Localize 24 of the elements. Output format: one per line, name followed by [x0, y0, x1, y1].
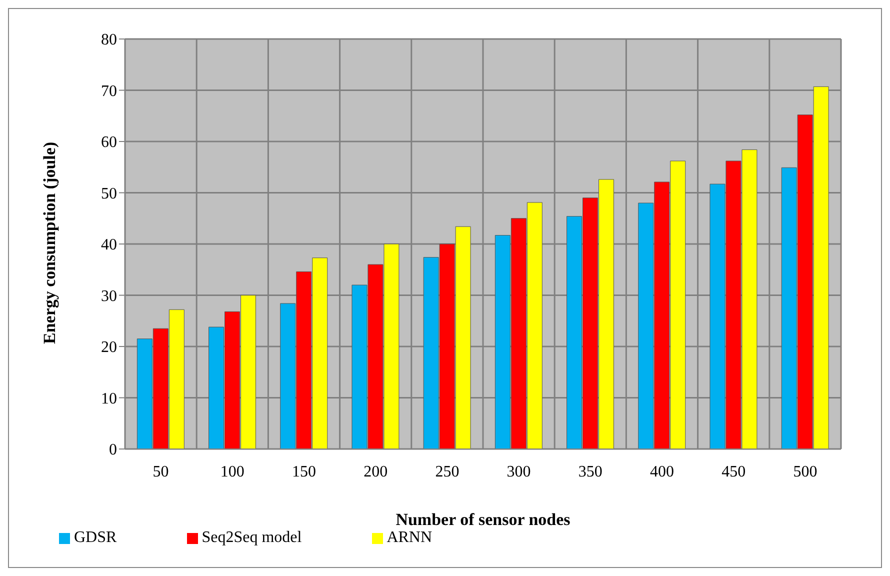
x-tick-label: 500 [793, 463, 818, 480]
x-tick-label: 100 [220, 463, 244, 480]
legend-label: ARNN [386, 529, 432, 546]
x-tick-label: 400 [650, 463, 674, 480]
y-tick-label: 30 [101, 288, 117, 305]
x-axis-title: Number of sensor nodes [396, 510, 571, 529]
y-tick-label: 50 [101, 185, 117, 202]
y-tick-label: 60 [101, 134, 117, 152]
y-tick-label: 0 [109, 442, 117, 459]
y-axis-title: Energy consumption (joule) [40, 142, 60, 344]
y-tick-label: 20 [101, 339, 117, 356]
x-tick-label: 450 [722, 463, 746, 480]
x-tick-label: 200 [364, 463, 388, 480]
x-tick-label: 50 [152, 463, 169, 480]
x-tick-label: 350 [578, 463, 602, 480]
legend-label: GDSR [74, 529, 117, 546]
legend-label: Seq2Seq model [202, 529, 302, 546]
x-tick-label: 250 [435, 463, 460, 480]
x-tick-label: 300 [506, 463, 531, 480]
y-tick-label: 10 [101, 390, 117, 408]
y-tick-label: 40 [101, 236, 117, 254]
y-tick-label: 70 [101, 82, 117, 100]
x-tick-label: 150 [292, 463, 316, 480]
y-tick-label: 80 [101, 32, 117, 49]
